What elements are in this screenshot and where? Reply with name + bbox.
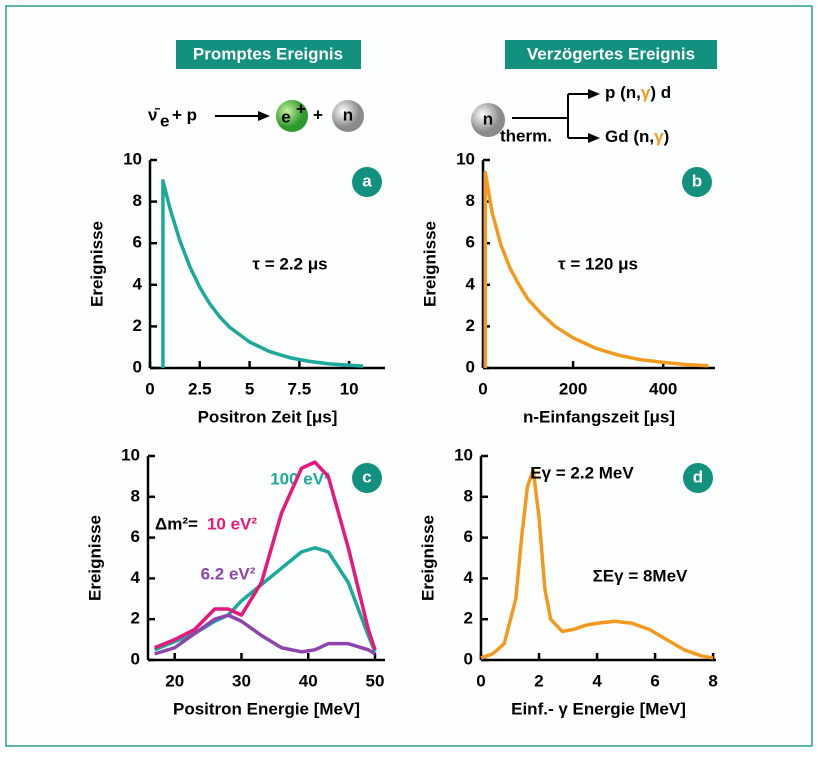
x-axis-label: Einf.- γ Energie [MeV] xyxy=(511,699,686,718)
x-tick-label: 2.5 xyxy=(188,379,212,398)
legend-label: 6.2 eV² xyxy=(201,564,256,583)
y-axis-label: Ereignisse xyxy=(85,515,104,601)
x-tick-label: 5 xyxy=(245,379,254,398)
y-axis-label: Ereignisse xyxy=(418,515,437,601)
capture-text: ) xyxy=(664,127,670,146)
panel-label: c xyxy=(362,467,371,486)
x-tick-label: 50 xyxy=(366,671,385,690)
capture-1: p (n,γ) d xyxy=(605,83,671,102)
plus: + xyxy=(313,105,323,124)
legend-label: 10 eV² xyxy=(207,514,257,533)
y-tick-label: 2 xyxy=(131,609,140,628)
y-tick-label: 10 xyxy=(454,445,473,464)
y-tick-label: 2 xyxy=(133,316,142,335)
panel-label: b xyxy=(692,171,702,190)
delayed-title: Verzögertes Ereignis xyxy=(527,44,695,63)
y-tick-label: 8 xyxy=(464,486,473,505)
y-tick-label: 6 xyxy=(466,233,475,252)
y-tick-label: 8 xyxy=(133,191,142,210)
x-tick-label: 4 xyxy=(592,671,602,690)
y-tick-label: 8 xyxy=(131,486,140,505)
neutrino-sub: e xyxy=(160,111,169,130)
y-axis-label: Ereignisse xyxy=(420,221,439,307)
positron-sup: + xyxy=(296,99,306,118)
capture-text: p (n, xyxy=(605,83,641,102)
y-tick-label: 6 xyxy=(133,233,142,252)
y-tick-label: 0 xyxy=(466,357,475,376)
positron: e xyxy=(281,107,290,126)
annotation: ΣEγ = 8MeV xyxy=(593,566,688,585)
y-tick-label: 6 xyxy=(464,527,473,546)
y-tick-label: 4 xyxy=(133,274,143,293)
figure: Promptes Ereignis Verzögertes Ereignis ν… xyxy=(0,0,818,752)
capture-text: ) d xyxy=(650,83,671,102)
x-tick-label: 6 xyxy=(650,671,659,690)
x-axis-label: Positron Energie [MeV] xyxy=(173,699,360,718)
y-tick-label: 10 xyxy=(456,149,475,168)
capture-text: Gd (n, xyxy=(605,127,654,146)
annotation: τ = 2.2 μs xyxy=(252,254,327,273)
x-axis-label: n-Einfangszeit [μs] xyxy=(523,407,675,426)
therm: therm. xyxy=(500,126,552,145)
y-tick-label: 0 xyxy=(133,357,142,376)
x-tick-label: 200 xyxy=(559,379,587,398)
x-tick-label: 0 xyxy=(478,379,487,398)
annotation: Eγ = 2.2 MeV xyxy=(530,463,634,482)
capture-2: Gd (n,γ) xyxy=(605,127,669,146)
y-axis-label: Ereignisse xyxy=(87,221,106,307)
x-tick-label: 8 xyxy=(708,671,717,690)
y-tick-label: 4 xyxy=(466,274,476,293)
x-tick-label: 20 xyxy=(165,671,184,690)
y-tick-label: 0 xyxy=(131,649,140,668)
neutron: n xyxy=(483,109,493,128)
x-tick-label: 7.5 xyxy=(288,379,312,398)
x-tick-label: 400 xyxy=(649,379,677,398)
y-tick-label: 2 xyxy=(466,316,475,335)
plus-p: + p xyxy=(172,105,197,124)
x-tick-label: 40 xyxy=(299,671,318,690)
panel-label: a xyxy=(362,171,372,190)
y-tick-label: 4 xyxy=(131,568,141,587)
y-tick-label: 0 xyxy=(464,649,473,668)
annotation: Δm²= xyxy=(155,514,198,533)
prompt-title: Promptes Ereignis xyxy=(193,44,343,63)
y-tick-label: 2 xyxy=(464,609,473,628)
y-tick-label: 10 xyxy=(123,149,142,168)
y-tick-label: 4 xyxy=(464,568,474,587)
x-tick-label: 2 xyxy=(534,671,543,690)
y-tick-label: 6 xyxy=(131,527,140,546)
x-tick-label: 0 xyxy=(145,379,154,398)
y-tick-label: 10 xyxy=(121,445,140,464)
x-tick-label: 10 xyxy=(340,379,359,398)
annotation: τ = 120 μs xyxy=(558,254,638,273)
panel-label: d xyxy=(693,467,703,486)
neutron: n xyxy=(343,105,353,124)
x-tick-label: 30 xyxy=(232,671,251,690)
y-tick-label: 8 xyxy=(466,191,475,210)
frame xyxy=(6,6,812,746)
x-axis-label: Positron Zeit [μs] xyxy=(198,407,338,426)
x-tick-label: 0 xyxy=(476,671,485,690)
